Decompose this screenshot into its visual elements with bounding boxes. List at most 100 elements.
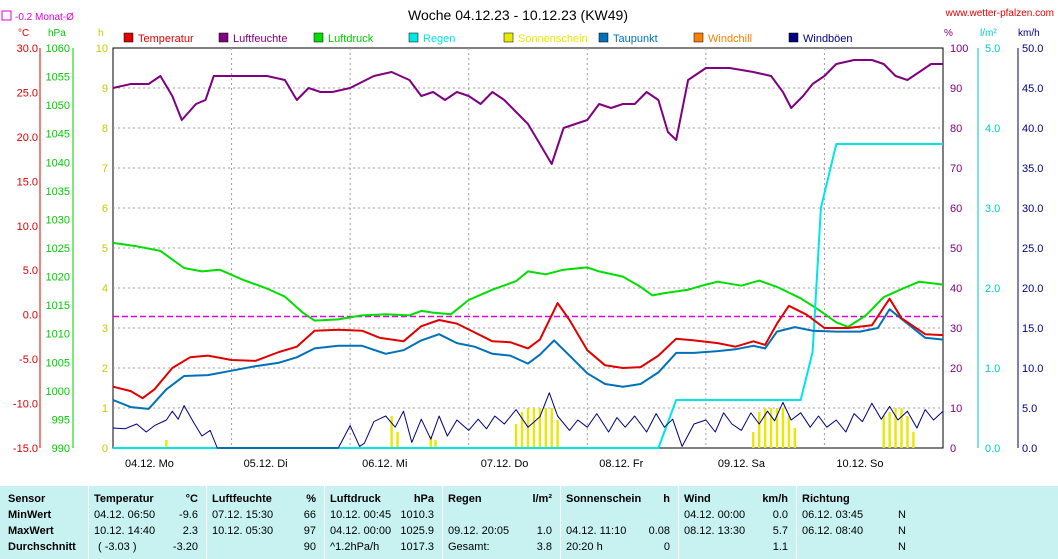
tick-sun: 1: [102, 403, 108, 415]
unit-pct: %: [944, 28, 953, 39]
max-hum-time: 10.12. 05:30: [212, 525, 274, 537]
max-sun-value: 0.08: [648, 525, 670, 537]
max-press-time: 04.12. 00:00: [330, 525, 392, 537]
sun-avg-value: 0: [663, 541, 670, 553]
tick-rain: 4.0: [985, 123, 1000, 135]
legend-swatch-press: [313, 32, 324, 43]
sunshine-bar: [556, 420, 559, 448]
tick-temp: -5.0: [19, 354, 38, 366]
header-luftdruck-unit: hPa: [413, 493, 434, 505]
legend-swatch-hum: [218, 32, 229, 43]
tick-hum: 100: [950, 43, 968, 55]
min-wind-time: 04.12. 00:00: [684, 509, 746, 521]
sunshine-bar: [900, 408, 903, 448]
header-luftfeuchte: Luftfeuchte: [212, 493, 272, 505]
tick-temp: 15.0: [17, 176, 38, 188]
tick-temp: 5.0: [23, 265, 38, 277]
header-wind-unit: km/h: [762, 493, 788, 505]
tick-sun: 7: [102, 163, 108, 175]
x-tick-label: 06.12. Mi: [362, 458, 407, 470]
month-average-label: -0.2 Monat-Ø: [1, 10, 74, 23]
sunshine-bar: [793, 428, 796, 448]
rain-total-value: 3.8: [536, 541, 552, 553]
min-dir-time: 06.12. 03:45: [802, 509, 864, 521]
max-dir-value: N: [898, 525, 906, 537]
legend-label-windchill: Windchill: [708, 33, 752, 45]
tick-press: 990: [52, 443, 70, 455]
tick-press: 1005: [46, 357, 70, 369]
unit-temp: °C: [18, 28, 29, 39]
legend-label-sun: Sonnenschein: [518, 33, 588, 45]
sunshine-bar: [912, 432, 915, 448]
max-hum-value: 97: [303, 525, 316, 537]
header-sensor: Sensor: [8, 493, 46, 505]
tick-temp: 20.0: [17, 132, 38, 144]
tick-rain: 0.0: [985, 443, 1000, 455]
legend-label-temp: Temperatur: [138, 33, 194, 45]
tick-rain: 1.0: [985, 363, 1000, 375]
legend-label-dew: Taupunkt: [613, 33, 658, 45]
sunshine-bar: [763, 408, 767, 448]
x-tick-label: 08.12. Fr: [599, 458, 643, 470]
series-line-hum: [112, 59, 943, 165]
tick-wind: 50.0: [1022, 43, 1043, 55]
row-label-min: MinWert: [8, 509, 52, 521]
tick-rain: 5.0: [985, 43, 1000, 55]
sunshine-bar: [520, 412, 524, 448]
tick-rain: 3.0: [985, 203, 1000, 215]
sunshine-bars: [165, 408, 915, 448]
sunshine-bar: [396, 432, 399, 448]
legend: Temperatur Luftfeuchte Luftdruck Regen Sonne…: [123, 32, 853, 45]
sunshine-bar: [538, 408, 542, 448]
tick-press: 1010: [46, 329, 70, 341]
legend-label-gust: Windböen: [803, 33, 853, 45]
sunshine-bar: [888, 412, 891, 448]
tick-wind: 40.0: [1022, 123, 1043, 135]
legend-swatch-gust: [788, 32, 799, 43]
axes: 30.025.020.015.010.05.00.0-5.0-10.0-15.0…: [13, 43, 1044, 455]
sun-total-hours: 20:20 h: [566, 541, 603, 553]
unit-hpa: hPa: [48, 28, 66, 39]
unit-rain: l/m²: [980, 28, 997, 39]
tick-hum: 50: [950, 243, 962, 255]
legend-label-hum: Luftfeuchte: [233, 33, 287, 45]
tick-temp: 25.0: [17, 87, 38, 99]
sunshine-bar: [752, 432, 755, 448]
header-wind: Wind: [684, 493, 711, 505]
min-temp-time: 04.12. 06:50: [94, 509, 156, 521]
legend-label-press: Luftdruck: [328, 33, 374, 45]
x-tick-labels: 04.12. Mo 05.12. Di 06.12. Mi 07.12. Do 08.1…: [125, 458, 884, 470]
tick-wind: 0.0: [1022, 443, 1037, 455]
max-dir-time: 06.12. 08:40: [802, 525, 864, 537]
min-dir-value: N: [898, 509, 906, 521]
tick-sun: 10: [96, 43, 108, 55]
table-divider: [678, 486, 679, 559]
header-sonnenschein-unit: h: [663, 493, 670, 505]
legend-swatch-sun: [503, 32, 514, 43]
tick-sun: 3: [102, 323, 108, 335]
avg-wind-value: 1.1: [772, 541, 788, 553]
tick-wind: 10.0: [1022, 363, 1043, 375]
site-link[interactable]: www.wetter-pfalzen.com: [945, 8, 1054, 19]
legend-swatch-windchill: [693, 32, 704, 43]
sunshine-bar: [787, 416, 791, 448]
sunshine-bar: [906, 416, 909, 448]
tick-wind: 30.0: [1022, 203, 1043, 215]
max-wind-value: 5.7: [772, 525, 788, 537]
month-average-text: -0.2 Monat-Ø: [15, 12, 74, 23]
header-temperatur-unit: °C: [185, 493, 198, 505]
table-divider: [324, 486, 325, 559]
sunshine-bar: [526, 408, 530, 448]
tick-press: 1000: [46, 386, 70, 398]
tick-wind: 15.0: [1022, 323, 1043, 335]
month-average-swatch: [1, 10, 12, 21]
avg-temp-value: -3.20: [172, 541, 198, 553]
legend-swatch-rain: [408, 32, 419, 43]
header-richtung: Richtung: [802, 493, 850, 505]
tick-sun: 8: [102, 123, 108, 135]
tick-press: 1060: [46, 43, 70, 55]
sunshine-bar: [550, 408, 553, 448]
tick-press: 1055: [46, 72, 70, 84]
tick-temp: -10.0: [13, 399, 38, 411]
chart-title: Woche 04.12.23 - 10.12.23 (KW49): [408, 7, 628, 23]
